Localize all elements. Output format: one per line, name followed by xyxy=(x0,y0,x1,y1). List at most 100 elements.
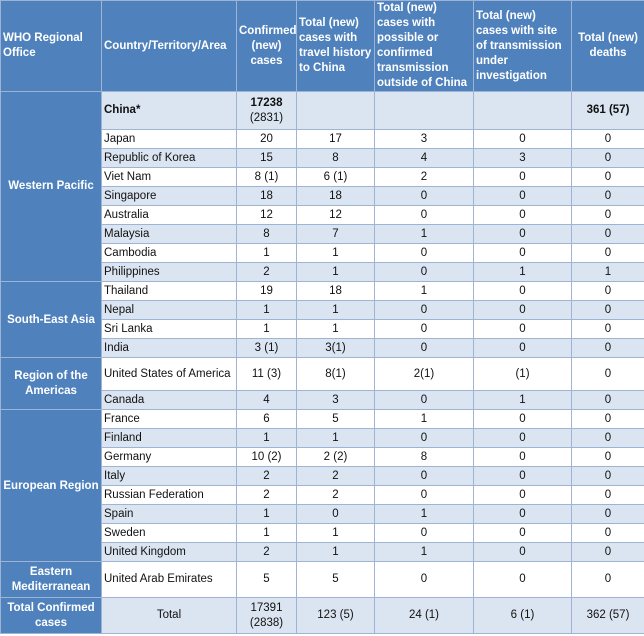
country-cell: India xyxy=(101,338,237,358)
table-row: Finland 1 1 0 0 0 xyxy=(1,428,644,448)
travel-cell: 18 xyxy=(296,186,375,206)
country-cell: Italy xyxy=(101,466,237,486)
header-outside-china: Total (new) cases with possible or confi… xyxy=(374,0,474,92)
outside-cell: 1 xyxy=(374,504,474,524)
deaths-cell: 0 xyxy=(571,205,644,225)
investigation-cell xyxy=(473,91,572,130)
outside-cell: 4 xyxy=(374,148,474,168)
travel-cell: 1 xyxy=(296,300,375,320)
travel-cell: 3(1) xyxy=(296,338,375,358)
total-travel-cell: 123 (5) xyxy=(296,597,375,634)
country-cell: Singapore xyxy=(101,186,237,206)
outside-cell: 0 xyxy=(374,390,474,410)
investigation-cell: 0 xyxy=(473,224,572,244)
confirmed-cell: 20 xyxy=(236,129,297,149)
outside-cell: 0 xyxy=(374,523,474,543)
deaths-cell: 0 xyxy=(571,319,644,339)
confirmed-cell: 1 xyxy=(236,523,297,543)
deaths-cell: 0 xyxy=(571,300,644,320)
deaths-cell: 0 xyxy=(571,148,644,168)
deaths-cell: 0 xyxy=(571,167,644,187)
travel-cell: 1 xyxy=(296,243,375,263)
deaths-cell: 0 xyxy=(571,561,644,598)
travel-cell: 17 xyxy=(296,129,375,149)
deaths-cell: 0 xyxy=(571,186,644,206)
investigation-cell: 0 xyxy=(473,447,572,467)
travel-cell xyxy=(296,91,375,130)
confirmed-cell: 2 xyxy=(236,542,297,562)
table-row: Western Pacific China* 17238 (2831) 361 (… xyxy=(0,91,644,282)
confirmed-cell: 17238 (2831) xyxy=(236,91,297,130)
country-cell: Canada xyxy=(101,390,237,410)
investigation-cell: 0 xyxy=(473,466,572,486)
table-row: Philippines 2 1 0 1 1 xyxy=(1,262,644,282)
outside-cell: 0 xyxy=(374,338,474,358)
header-row: WHO Regional Office Country/Territory/Ar… xyxy=(0,0,644,92)
table-row: Spain 1 0 1 0 0 xyxy=(1,504,644,524)
deaths-cell: 0 xyxy=(571,390,644,410)
travel-cell: 2 xyxy=(296,485,375,505)
country-cell: Cambodia xyxy=(101,243,237,263)
travel-cell: 1 xyxy=(296,542,375,562)
outside-cell: 0 xyxy=(374,262,474,282)
confirmed-cell: 15 xyxy=(236,148,297,168)
country-cell: United Arab Emirates xyxy=(101,561,237,598)
travel-cell: 2 (2) xyxy=(296,447,375,467)
investigation-cell: 3 xyxy=(473,148,572,168)
outside-cell: 1 xyxy=(374,542,474,562)
travel-cell: 1 xyxy=(296,523,375,543)
header-confirmed: Confirmed (new) cases xyxy=(236,0,297,92)
table-row: South-East Asia Thailand 19 18 1 0 0 xyxy=(0,281,644,358)
confirmed-cell: 1 xyxy=(236,428,297,448)
travel-cell: 1 xyxy=(296,428,375,448)
table-row: India 3 (1) 3(1) 0 0 0 xyxy=(1,338,644,358)
outside-cell: 1 xyxy=(374,224,474,244)
header-who-office: WHO Regional Office xyxy=(0,0,102,92)
investigation-cell: 0 xyxy=(473,319,572,339)
country-cell: Philippines xyxy=(101,262,237,282)
country-cell: France xyxy=(101,409,237,429)
table-row: Italy 2 2 0 0 0 xyxy=(1,466,644,486)
travel-cell: 2 xyxy=(296,466,375,486)
table-row: Russian Federation 2 2 0 0 0 xyxy=(1,485,644,505)
deaths-cell: 0 xyxy=(571,224,644,244)
header-under-investigation: Total (new) cases with site of transmiss… xyxy=(473,0,572,92)
outside-cell: 1 xyxy=(374,281,474,301)
country-cell: Viet Nam xyxy=(101,167,237,187)
country-cell: Sri Lanka xyxy=(101,319,237,339)
total-investigation-cell: 6 (1) xyxy=(473,597,572,634)
deaths-cell: 0 xyxy=(571,338,644,358)
investigation-cell: 0 xyxy=(473,205,572,225)
confirmed-cell: 2 xyxy=(236,262,297,282)
deaths-cell: 0 xyxy=(571,542,644,562)
total-confirmed-value: 17391 xyxy=(250,601,283,614)
country-cell: China* xyxy=(101,91,237,130)
travel-cell: 8(1) xyxy=(296,357,375,391)
country-cell: Russian Federation xyxy=(101,485,237,505)
table-row: Sri Lanka 1 1 0 0 0 xyxy=(1,319,644,339)
outside-cell: 0 xyxy=(374,205,474,225)
travel-cell: 1 xyxy=(296,262,375,282)
outside-cell: 0 xyxy=(374,428,474,448)
investigation-cell: 0 xyxy=(473,186,572,206)
country-cell: Japan xyxy=(101,129,237,149)
table-row: Canada 4 3 0 1 0 xyxy=(1,390,644,410)
travel-cell: 8 xyxy=(296,148,375,168)
outside-cell: 0 xyxy=(374,485,474,505)
confirmed-cell: 1 xyxy=(236,504,297,524)
investigation-cell: 0 xyxy=(473,243,572,263)
investigation-cell: 0 xyxy=(473,409,572,429)
country-cell: Malaysia xyxy=(101,224,237,244)
table-row: Eastern Mediterranean United Arab Emirat… xyxy=(0,561,644,598)
investigation-cell: 0 xyxy=(473,300,572,320)
deaths-cell: 0 xyxy=(571,523,644,543)
outside-cell: 3 xyxy=(374,129,474,149)
confirmed-cell: 1 xyxy=(236,319,297,339)
deaths-cell: 0 xyxy=(571,466,644,486)
confirmed-cell: 2 xyxy=(236,485,297,505)
outside-cell: 0 xyxy=(374,243,474,263)
table-row: European Region France 6 5 1 0 0 xyxy=(0,409,644,562)
outside-cell: 0 xyxy=(374,319,474,339)
investigation-cell: 0 xyxy=(473,281,572,301)
